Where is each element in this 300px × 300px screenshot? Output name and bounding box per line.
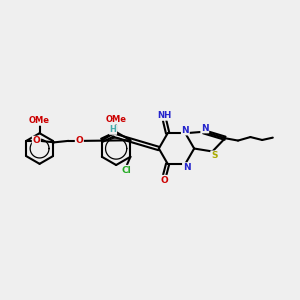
Text: N: N bbox=[182, 126, 189, 135]
Text: O: O bbox=[161, 176, 169, 184]
Text: N: N bbox=[183, 163, 190, 172]
Text: H: H bbox=[110, 125, 116, 134]
Text: N: N bbox=[201, 124, 208, 133]
Text: Cl: Cl bbox=[122, 166, 131, 175]
Text: O: O bbox=[75, 136, 83, 146]
Text: OMe: OMe bbox=[29, 116, 50, 125]
Text: NH: NH bbox=[157, 111, 171, 120]
Text: O: O bbox=[32, 136, 40, 146]
Text: S: S bbox=[211, 151, 217, 160]
Text: OMe: OMe bbox=[106, 115, 127, 124]
